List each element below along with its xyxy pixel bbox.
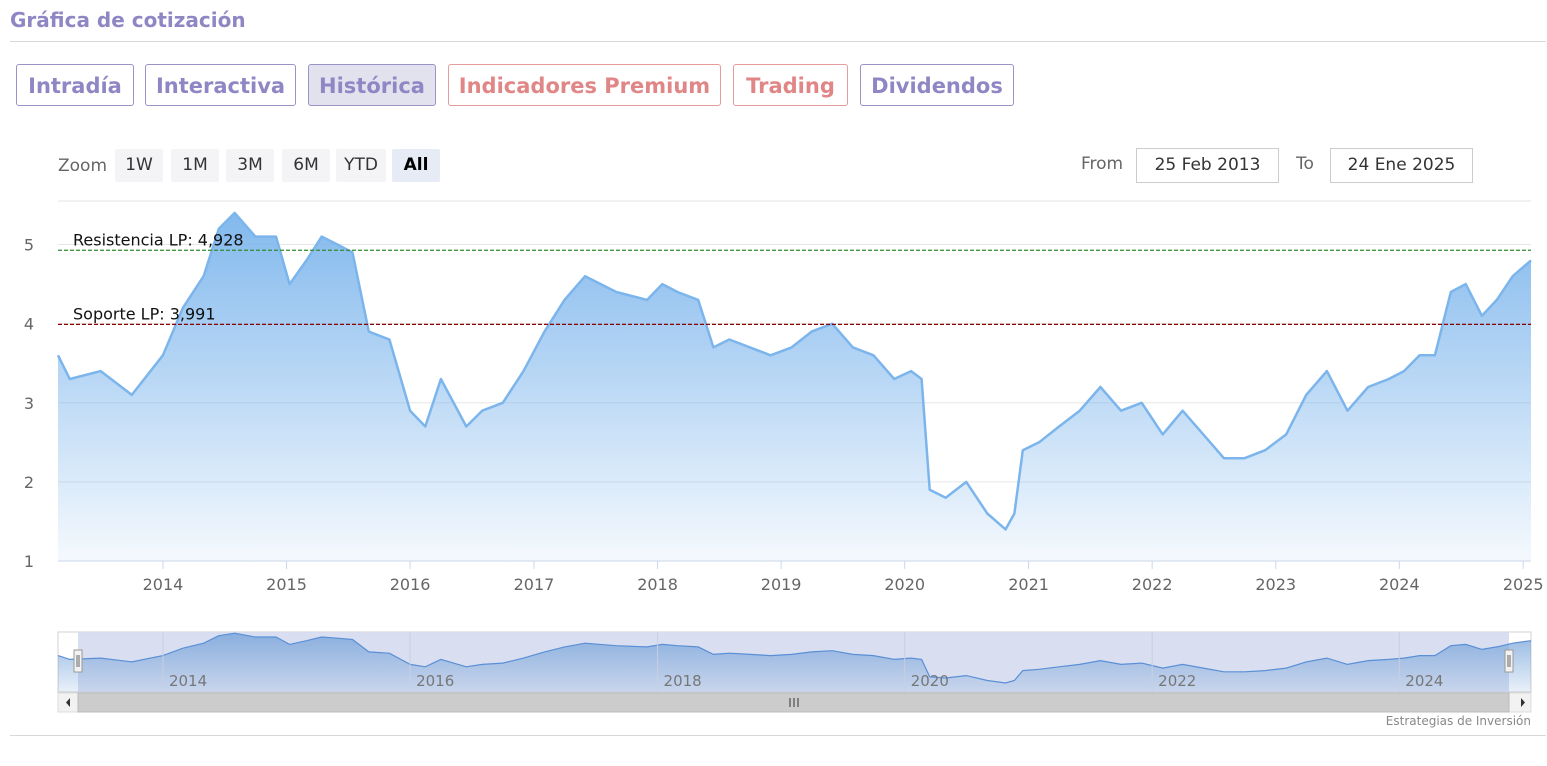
x-tick-label: 2017 [514,575,555,594]
navigator-right-handle[interactable] [1504,649,1514,673]
navigator-tick-label: 2014 [169,672,207,690]
navigator-tick-label: 2016 [416,672,454,690]
x-tick-label: 2014 [143,575,184,594]
y-tick-label: 2 [24,473,34,492]
zoom-label: Zoom [58,156,108,176]
tab-interactiva[interactable]: Interactiva [145,64,296,106]
handle-body [1504,649,1514,673]
navigator-area [58,633,1531,692]
from-label: From [1081,154,1124,174]
tab-intradia[interactable]: Intradía [16,64,134,106]
page-title: Gráfica de cotización [10,8,246,32]
y-tick-label: 5 [24,236,34,255]
area-layer [56,211,1532,562]
handle-body [73,649,83,673]
x-axis: 2014 2015 2016 2017 2018 2019 2020 2021 2022 2023… [143,561,1544,594]
x-tick-label: 2025 [1503,575,1544,594]
scroll-right-arrow-icon [1521,698,1525,707]
tab-dividendos[interactable]: Dividendos [860,64,1014,106]
support-label: Soporte LP: 3,991 [73,304,216,323]
navigator-tick-label: 2020 [911,672,949,690]
series-line [56,211,1532,531]
plotline-layer: Resistencia LP: 4,928 Soporte LP: 3,991 [58,230,1531,325]
x-tick-label: 2016 [390,575,431,594]
y-tick-label: 3 [24,394,34,413]
zoom-ytd-button[interactable]: YTD [336,149,386,182]
zoom-6m-button[interactable]: 6M [282,149,330,182]
credits: Estrategias de Inversión [1385,714,1531,728]
resistance-label: Resistencia LP: 4,928 [73,230,244,249]
x-tick-label: 2015 [266,575,307,594]
tab-historica[interactable]: Histórica [308,64,436,106]
from-date-input[interactable]: 25 Feb 2013 [1136,148,1279,183]
y-axis: 1 2 3 4 5 [24,236,34,571]
y-tick-label: 4 [24,315,34,334]
navigator-left-handle[interactable] [73,649,83,673]
zoom-3m-button[interactable]: 3M [226,149,274,182]
zoom-1w-button[interactable]: 1W [115,149,163,182]
tab-trading[interactable]: Trading [733,64,848,106]
zoom-all-button[interactable]: All [392,149,440,182]
navigator-tick-label: 2024 [1405,672,1443,690]
to-label: To [1296,154,1314,174]
tab-indicadores-premium[interactable]: Indicadores Premium [448,64,721,106]
x-tick-label: 2022 [1132,575,1173,594]
zoom-1m-button[interactable]: 1M [171,149,219,182]
scrollbar[interactable] [57,692,1532,713]
navigator[interactable]: 2014 2016 2018 2020 2022 2024 [57,631,1532,713]
navigator-line [57,632,1532,684]
x-tick-label: 2019 [761,575,802,594]
navigator-tick-label: 2022 [1158,672,1196,690]
series-area [58,212,1531,561]
y-tick-label: 1 [24,552,34,571]
x-tick-label: 2024 [1379,575,1420,594]
x-tick-label: 2021 [1008,575,1049,594]
bottom-divider [10,735,1546,736]
x-tick-label: 2020 [884,575,925,594]
x-tick-label: 2023 [1255,575,1296,594]
x-tick-label: 2018 [637,575,678,594]
to-date-input[interactable]: 24 Ene 2025 [1330,148,1473,183]
navigator-tick-label: 2018 [664,672,702,690]
scroll-left-arrow-icon [66,698,70,707]
title-divider [10,41,1546,42]
